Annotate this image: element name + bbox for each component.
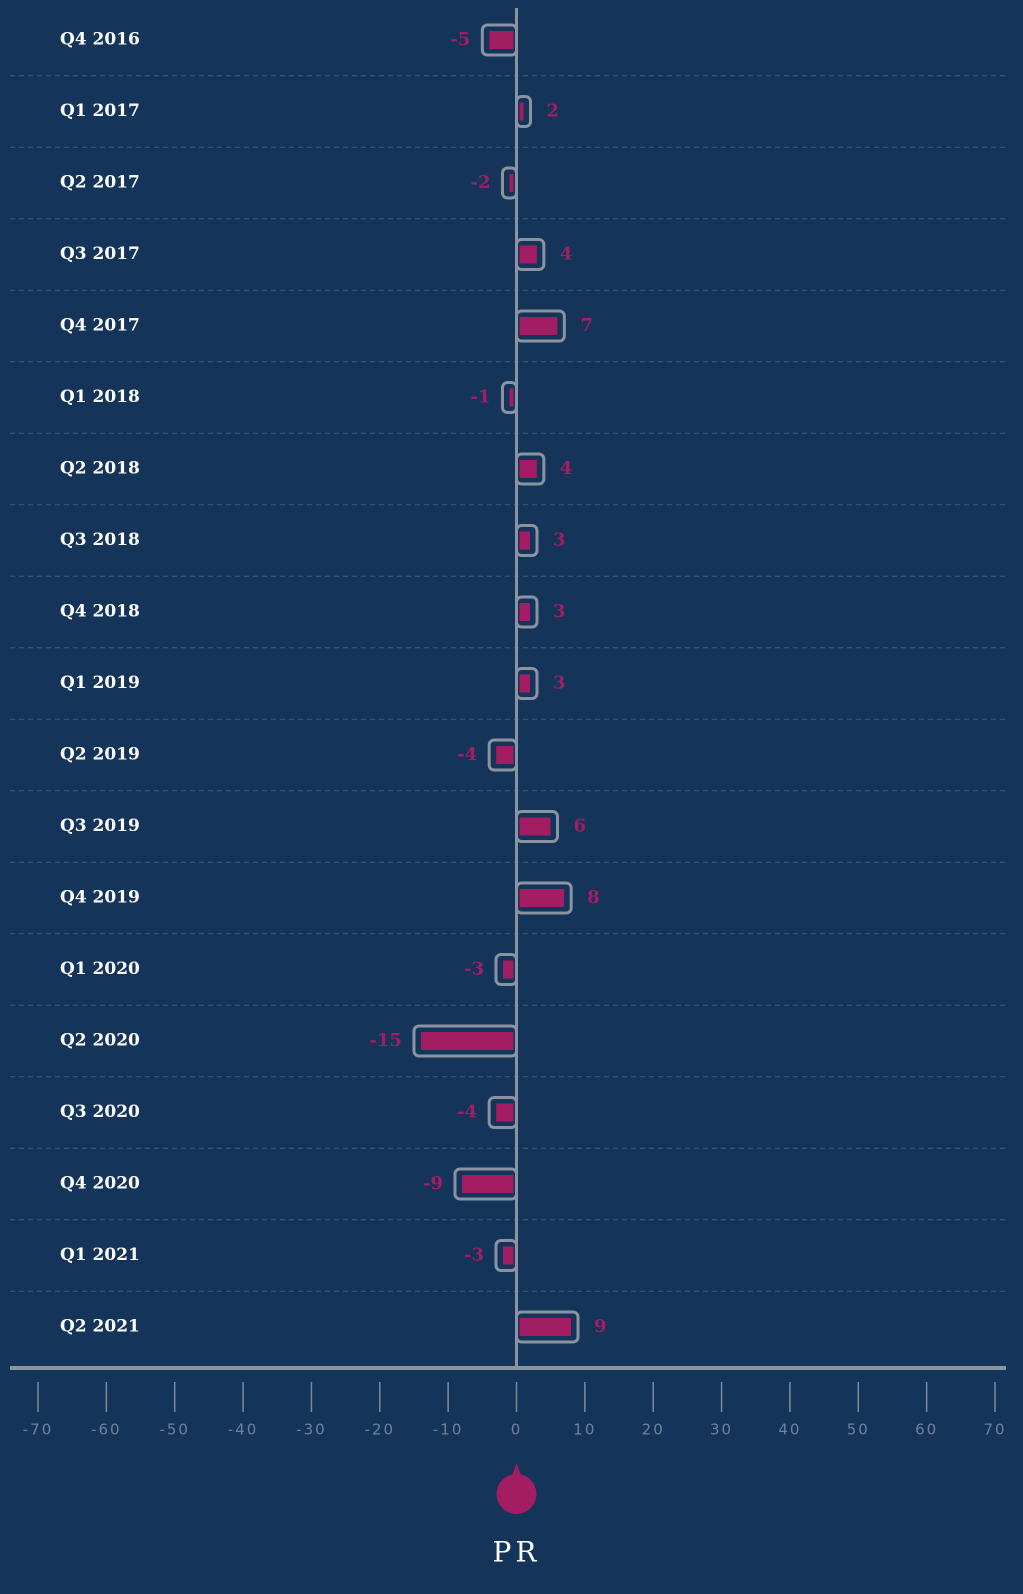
x-tick-label: -70	[23, 1421, 54, 1439]
value-label: 4	[560, 244, 573, 265]
value-label: -9	[423, 1173, 443, 1194]
category-label: Q3 2018	[60, 530, 140, 550]
bar	[519, 817, 551, 836]
category-label: Q3 2017	[60, 244, 140, 264]
x-tick-label: -20	[365, 1421, 396, 1439]
category-label: Q1 2018	[60, 387, 140, 407]
category-label: Q4 2016	[60, 30, 140, 50]
category-label: Q4 2018	[60, 602, 140, 622]
bar	[519, 317, 558, 335]
bar	[519, 531, 531, 550]
value-label: 2	[547, 101, 560, 122]
x-tick-label: 0	[511, 1421, 523, 1439]
bar	[519, 674, 531, 693]
value-label: 3	[553, 601, 566, 622]
x-tick-label: 40	[778, 1421, 801, 1439]
bar	[519, 889, 565, 907]
value-label: 4	[560, 458, 573, 479]
x-tick-label: 20	[642, 1421, 665, 1439]
category-label: Q1 2020	[60, 959, 140, 979]
value-label: -3	[464, 1245, 484, 1266]
legend-marker	[496, 1474, 537, 1514]
category-label: Q2 2017	[60, 173, 140, 193]
value-label: 7	[580, 315, 593, 336]
category-label: Q2 2018	[60, 459, 140, 479]
x-tick-label: 10	[573, 1421, 596, 1439]
category-label: Q1 2019	[60, 673, 140, 693]
value-label: 9	[594, 1316, 607, 1337]
category-label: Q4 2019	[60, 888, 140, 908]
value-label: -5	[450, 29, 470, 50]
x-tick-label: -40	[228, 1421, 259, 1439]
value-label: 3	[553, 530, 566, 551]
bar	[519, 603, 531, 621]
bar	[502, 960, 514, 979]
bar	[519, 245, 537, 264]
category-label: Q4 2017	[60, 316, 140, 336]
x-tick-label: -60	[91, 1421, 122, 1439]
bar	[519, 460, 537, 478]
bar	[502, 1246, 514, 1265]
x-tick-label: 30	[710, 1421, 733, 1439]
x-tick-label: -10	[433, 1421, 464, 1439]
x-tick-label: 70	[983, 1421, 1006, 1439]
value-label: -4	[457, 744, 477, 765]
category-label: Q1 2021	[60, 1245, 140, 1265]
category-label: Q3 2020	[60, 1102, 140, 1122]
category-label: Q2 2021	[60, 1317, 140, 1337]
value-label: -2	[471, 172, 491, 193]
bar	[496, 1103, 514, 1122]
bar	[420, 1032, 514, 1050]
bar	[519, 102, 524, 121]
x-tick-label: 50	[847, 1421, 870, 1439]
x-tick-label: -30	[296, 1421, 327, 1439]
legend-marker	[511, 1463, 522, 1477]
bar	[496, 746, 514, 764]
x-tick-label: 60	[915, 1421, 938, 1439]
value-label: 6	[574, 816, 587, 837]
bar	[489, 31, 514, 49]
category-label: Q2 2020	[60, 1031, 140, 1051]
category-label: Q2 2019	[60, 745, 140, 765]
legend-label: PR	[493, 1536, 541, 1569]
value-label: 3	[553, 673, 566, 694]
value-label: -15	[369, 1030, 402, 1051]
bar	[461, 1175, 514, 1193]
value-label: 8	[587, 887, 600, 908]
category-label: Q4 2020	[60, 1174, 140, 1194]
x-tick-label: -50	[159, 1421, 190, 1439]
value-label: -4	[457, 1102, 477, 1123]
category-label: Q3 2019	[60, 816, 140, 836]
category-label: Q1 2017	[60, 101, 140, 121]
bar	[509, 388, 514, 407]
bar	[509, 174, 514, 192]
bar	[519, 1318, 572, 1336]
value-label: -3	[464, 959, 484, 980]
value-label: -1	[471, 387, 491, 408]
